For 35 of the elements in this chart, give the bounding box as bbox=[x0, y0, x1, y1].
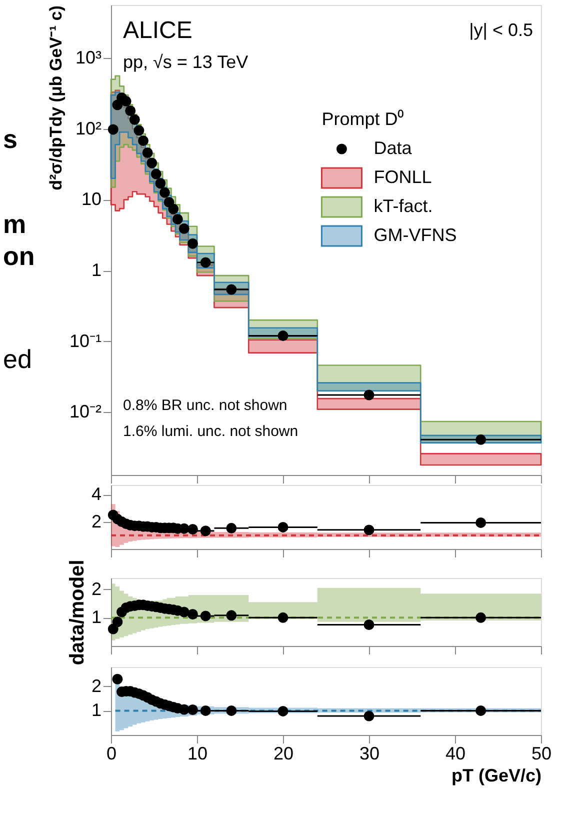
x-tick-label: 10 bbox=[187, 744, 208, 764]
y-axis-title: d²σ/dpTdy (μb GeV⁻¹ c) bbox=[46, 6, 66, 190]
y-tick-label: 1 bbox=[91, 260, 102, 280]
y-tick-label: 2 bbox=[91, 676, 102, 696]
x-tick-label: 0 bbox=[106, 744, 117, 764]
x-tick-label: 30 bbox=[359, 744, 380, 764]
y-tick-label: 2 bbox=[91, 578, 102, 599]
y-tick-label: 10³ bbox=[75, 48, 102, 68]
y-tick-label: 10 bbox=[81, 189, 102, 210]
annotation: 1.6% lumi. unc. not shown bbox=[123, 423, 298, 440]
legend-label: kT-fact. bbox=[374, 196, 433, 216]
annotation: 0.8% BR unc. not shown bbox=[123, 397, 288, 414]
text: s bbox=[3, 124, 18, 154]
text: ed bbox=[3, 344, 32, 374]
y-tick-label: 10² bbox=[75, 118, 102, 138]
x-axis-title: pT (GeV/c) bbox=[451, 766, 542, 786]
y-axis-title: data/model bbox=[66, 560, 88, 666]
legend-label: Data bbox=[374, 138, 413, 158]
y-tick-label: 10⁻² bbox=[69, 402, 102, 422]
x-tick-label: 50 bbox=[531, 744, 552, 764]
legend-label: GM-VFNS bbox=[374, 225, 457, 245]
text: on bbox=[3, 241, 35, 271]
annotation: |y| < 0.5 bbox=[469, 20, 533, 40]
legend-label: FONLL bbox=[374, 167, 432, 187]
y-tick-label: 10⁻¹ bbox=[69, 330, 102, 351]
y-tick-label: 4 bbox=[91, 484, 102, 504]
text: m bbox=[3, 209, 26, 239]
x-tick-label: 20 bbox=[273, 744, 294, 764]
y-tick-label: 2 bbox=[91, 511, 102, 532]
annotation: ALICE bbox=[123, 17, 192, 44]
legend-title: Prompt D⁰ bbox=[322, 109, 404, 129]
y-tick-label: 1 bbox=[91, 700, 102, 720]
annotation: pp, √s = 13 TeV bbox=[123, 52, 248, 72]
y-tick-label: 1 bbox=[91, 607, 102, 628]
x-tick-label: 40 bbox=[445, 744, 466, 764]
